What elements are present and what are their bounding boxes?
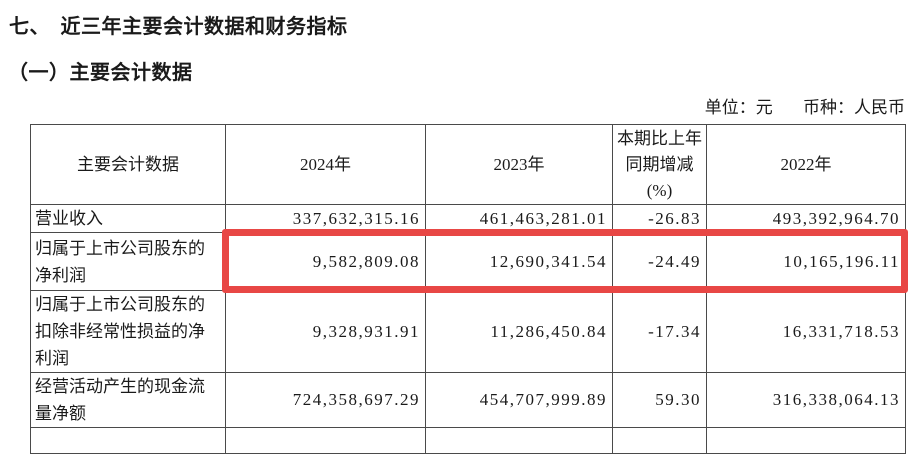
value-2022: 16,331,718.53 [706,290,906,373]
subsection-title: （一）主要会计数据 [8,62,193,84]
col-header-2024: 2024年 [225,124,426,205]
value-2022: 316,338,064.13 [706,372,906,428]
empty-cell [30,427,226,454]
value-2023: 454,707,999.89 [425,372,613,428]
section-title: 七、 近三年主要会计数据和财务指标 [9,16,348,38]
table-row-operating-cash-flow: 经营活动产生的现金流量净额 724,358,697.29 454,707,999… [30,372,906,428]
value-yoy-change: 59.30 [612,372,707,428]
empty-cell [225,427,426,454]
row-label: 归属于上市公司股东的净利润 [30,232,226,291]
accounting-data-table: 主要会计数据 2024年 2023年 本期比上年同期增减(%) 2022年 营业… [30,124,906,454]
table-header-row: 主要会计数据 2024年 2023年 本期比上年同期增减(%) 2022年 [30,124,906,205]
table-row-net-profit: 归属于上市公司股东的净利润 9,582,809.08 12,690,341.54… [30,232,906,291]
row-label: 经营活动产生的现金流量净额 [30,372,226,428]
col-header-2022: 2022年 [706,124,906,205]
empty-cell [706,427,906,454]
col-header-2023: 2023年 [425,124,613,205]
value-2024: 724,358,697.29 [225,372,426,428]
col-header-indicator: 主要会计数据 [30,124,226,205]
value-2024: 9,582,809.08 [225,232,426,291]
empty-cell [425,427,613,454]
col-header-yoy-change: 本期比上年同期增减(%) [612,124,707,205]
value-yoy-change: -24.49 [612,232,707,291]
table-row-partial-cutoff [30,427,906,454]
value-yoy-change: -26.83 [612,204,707,233]
table-row-net-profit-excl-nonrecurring: 归属于上市公司股东的扣除非经常性损益的净利润 9,328,931.91 11,2… [30,290,906,373]
value-2023: 461,463,281.01 [425,204,613,233]
table-row-revenue: 营业收入 337,632,315.16 461,463,281.01 -26.8… [30,204,906,233]
currency-label: 币种：人民币 [803,98,905,117]
value-2024: 337,632,315.16 [225,204,426,233]
value-yoy-change: -17.34 [612,290,707,373]
row-label: 归属于上市公司股东的扣除非经常性损益的净利润 [30,290,226,373]
row-label: 营业收入 [30,204,226,233]
document-page: 七、 近三年主要会计数据和财务指标 （一）主要会计数据 单位：元 币种：人民币 … [8,16,908,454]
unit-currency-line: 单位：元 币种：人民币 [30,93,905,118]
value-2023: 11,286,450.84 [425,290,613,373]
value-2024: 9,328,931.91 [225,290,426,373]
unit-label: 单位：元 [704,98,773,117]
value-2023: 12,690,341.54 [425,232,613,291]
value-2022: 493,392,964.70 [706,204,906,233]
empty-cell [612,427,707,454]
value-2022: 10,165,196.11 [706,232,906,291]
